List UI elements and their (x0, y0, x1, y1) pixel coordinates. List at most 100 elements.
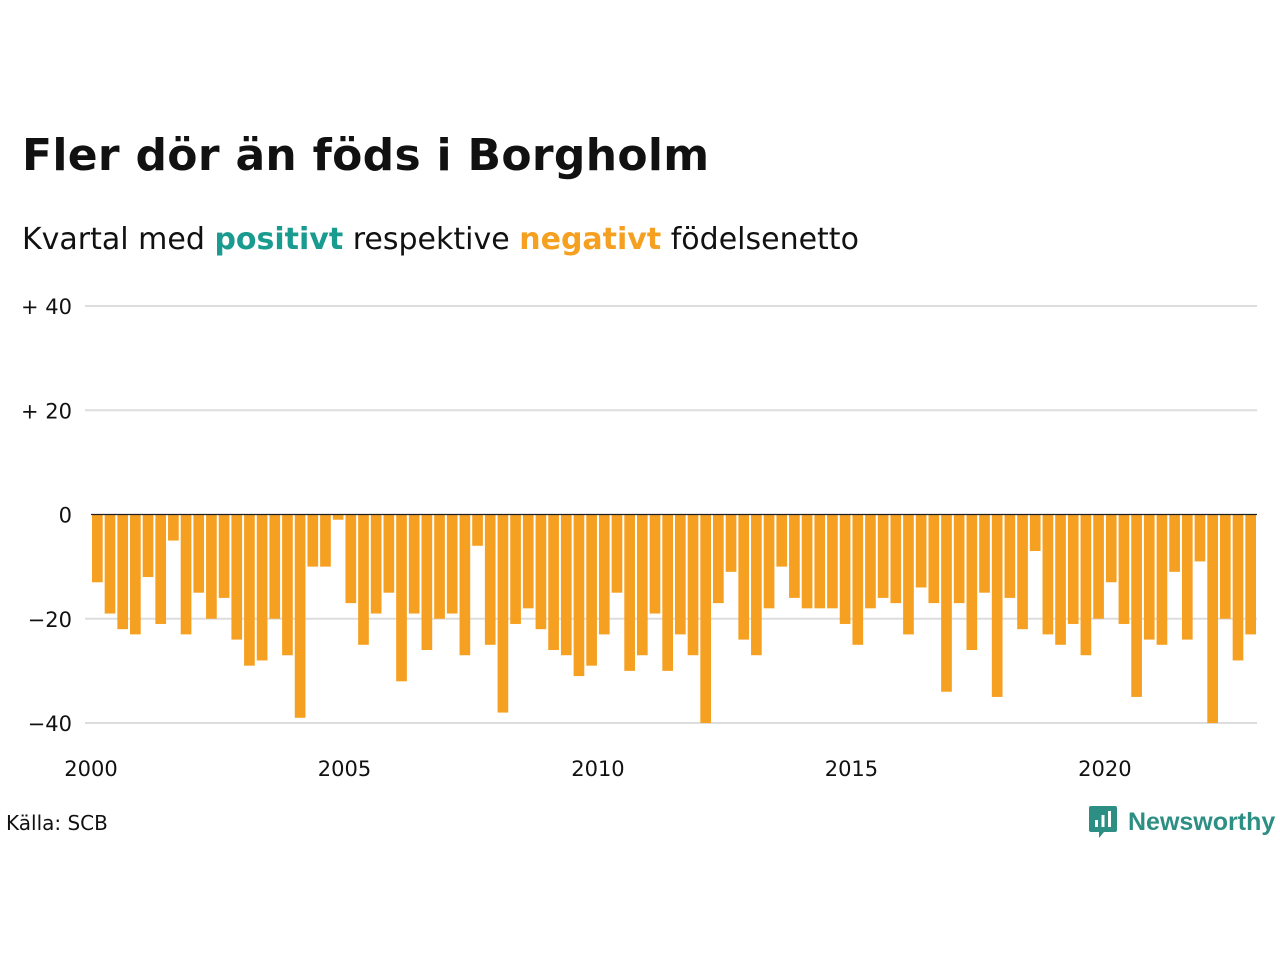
subtitle-suffix: födelsenetto (670, 222, 859, 257)
bar (1245, 514, 1256, 635)
x-tick-label: 2005 (318, 757, 371, 781)
bars (92, 514, 1256, 723)
x-tick-label: 2000 (64, 757, 117, 781)
bar (459, 514, 471, 656)
bar (307, 514, 319, 567)
subtitle-positive-highlight: positivt (214, 222, 344, 257)
bar (662, 514, 673, 671)
bar (1080, 514, 1092, 656)
bar (92, 514, 103, 583)
bar (218, 514, 230, 598)
brand-name: Newsworthy (1128, 807, 1276, 836)
bar (979, 514, 990, 593)
bar (358, 514, 369, 645)
bar (256, 514, 268, 661)
bar (763, 514, 775, 609)
bar (472, 514, 483, 546)
bar (370, 514, 382, 614)
bar (865, 514, 876, 609)
bar (586, 514, 597, 666)
bar (446, 514, 458, 614)
bar (1207, 514, 1218, 723)
bar (624, 514, 635, 671)
bar (130, 514, 141, 635)
bar (269, 514, 281, 619)
brand-logo: Newsworthy (1088, 804, 1275, 840)
bar (282, 514, 293, 656)
bar (548, 514, 559, 651)
bar (928, 514, 940, 604)
bar (155, 514, 167, 624)
y-tick-label: + 20 (21, 399, 72, 423)
bar (827, 514, 838, 609)
bar (991, 514, 1003, 697)
bar (751, 514, 762, 656)
bar (725, 514, 737, 572)
bar (1131, 514, 1142, 697)
bar (713, 514, 724, 604)
bar (332, 514, 344, 520)
bar (1194, 514, 1206, 562)
y-tick-label: + 40 (21, 295, 72, 319)
bar (117, 514, 129, 630)
subtitle-negative-highlight: negativt (519, 222, 662, 257)
bar (522, 514, 534, 609)
bar (776, 514, 788, 567)
bar (142, 514, 154, 578)
bar (611, 514, 623, 593)
bar (497, 514, 509, 713)
bar (700, 514, 712, 723)
bar (687, 514, 699, 656)
bar (953, 514, 965, 604)
bar (535, 514, 547, 630)
bar (206, 514, 217, 619)
bar (168, 514, 179, 541)
bar (345, 514, 357, 604)
bar (801, 514, 813, 609)
bar (180, 514, 192, 635)
bar (193, 514, 205, 593)
bar (383, 514, 395, 593)
bar (598, 514, 610, 635)
x-tick-label: 2015 (825, 757, 878, 781)
bar-chart: + 40 + 20 0 −20 −40 2000 2005 2010 2015 2020 (21, 295, 1257, 781)
bar (903, 514, 914, 635)
bar (649, 514, 661, 614)
bar (877, 514, 889, 598)
bar (1017, 514, 1028, 630)
newsworthy-logo-icon (1089, 806, 1117, 838)
y-tick-label: −20 (28, 608, 72, 632)
bar (1143, 514, 1155, 640)
subtitle-prefix: Kvartal med (22, 222, 205, 257)
bar (1055, 514, 1066, 645)
bar (408, 514, 420, 614)
bar (839, 514, 851, 624)
bar (1042, 514, 1054, 635)
bar (421, 514, 433, 651)
x-tick-label: 2020 (1078, 757, 1131, 781)
bar (231, 514, 243, 640)
bar (789, 514, 800, 598)
bar (1156, 514, 1168, 645)
bar (675, 514, 686, 635)
bar (510, 514, 521, 624)
chart-subtitle: Kvartal med positivt respektive negativt… (22, 222, 859, 257)
bar (1004, 514, 1016, 598)
bar (434, 514, 445, 619)
bar (966, 514, 978, 651)
bar (1232, 514, 1244, 661)
bar (1169, 514, 1180, 572)
bar (1219, 514, 1231, 619)
bar (852, 514, 864, 645)
bar (814, 514, 826, 609)
bar (1029, 514, 1041, 551)
bar (294, 514, 306, 718)
y-tick-label: −40 (28, 712, 72, 736)
y-axis-labels: + 40 + 20 0 −20 −40 (21, 295, 72, 736)
y-tick-label: 0 (59, 504, 72, 528)
subtitle-middle: respektive (352, 222, 510, 257)
bar (1118, 514, 1130, 624)
bar (1067, 514, 1079, 624)
bar (738, 514, 750, 640)
bar (941, 514, 952, 692)
